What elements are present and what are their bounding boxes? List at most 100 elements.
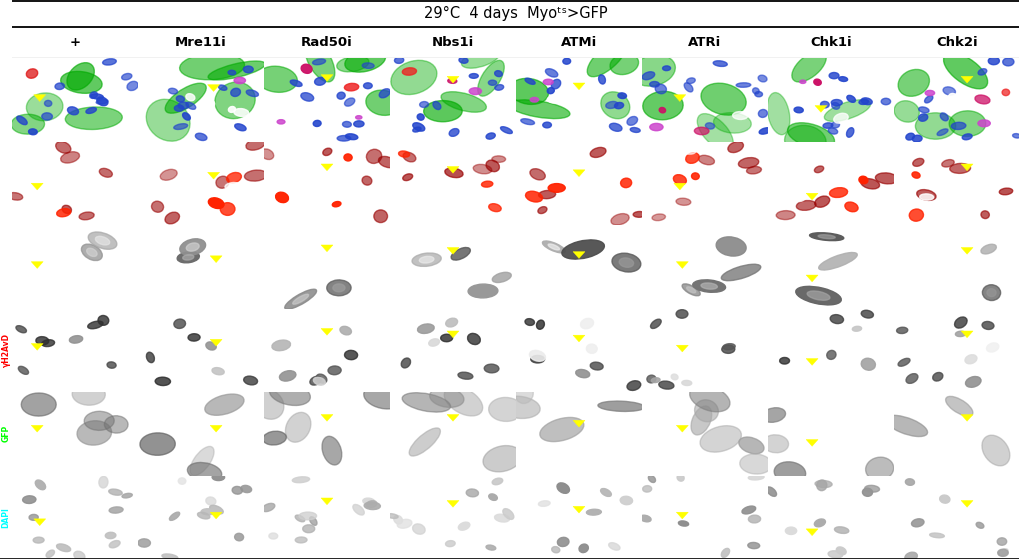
Ellipse shape [272,340,290,350]
Ellipse shape [261,149,273,159]
Ellipse shape [190,447,214,476]
Ellipse shape [417,114,424,120]
Ellipse shape [964,355,976,364]
Ellipse shape [447,79,457,83]
Ellipse shape [494,514,510,522]
Ellipse shape [938,495,949,503]
Polygon shape [321,498,332,505]
Ellipse shape [766,93,789,135]
Ellipse shape [954,317,966,328]
Ellipse shape [185,102,196,110]
Text: 29°C  4 days  Myoᵗˢ>GFP: 29°C 4 days Myoᵗˢ>GFP [424,6,607,21]
Ellipse shape [758,127,770,134]
Text: GFP: GFP [1,425,10,442]
Ellipse shape [33,537,44,543]
Ellipse shape [834,527,848,533]
Ellipse shape [165,83,206,113]
Ellipse shape [846,96,855,102]
Ellipse shape [896,327,907,334]
Ellipse shape [228,70,235,75]
Ellipse shape [401,68,416,75]
Polygon shape [960,248,972,254]
Ellipse shape [413,127,421,132]
Ellipse shape [785,527,796,534]
Ellipse shape [830,122,839,128]
Polygon shape [321,75,332,82]
Ellipse shape [823,100,870,121]
Ellipse shape [918,107,928,113]
Ellipse shape [96,100,108,104]
Polygon shape [573,170,585,177]
Ellipse shape [177,252,199,263]
Polygon shape [210,512,222,519]
Ellipse shape [633,211,645,217]
Ellipse shape [620,178,631,188]
Ellipse shape [336,56,369,72]
Ellipse shape [673,174,686,184]
Ellipse shape [715,237,746,256]
Polygon shape [814,106,826,112]
Ellipse shape [681,380,691,386]
Ellipse shape [830,100,842,106]
Ellipse shape [543,79,552,85]
Ellipse shape [720,264,760,281]
Ellipse shape [539,418,583,442]
Ellipse shape [73,551,85,559]
Ellipse shape [162,554,177,559]
Ellipse shape [56,544,70,552]
Ellipse shape [240,485,252,492]
Ellipse shape [997,538,1006,545]
Ellipse shape [55,83,64,89]
Ellipse shape [662,66,669,70]
Ellipse shape [813,79,820,86]
Ellipse shape [608,543,620,550]
Ellipse shape [827,551,842,558]
Ellipse shape [72,383,105,405]
Ellipse shape [107,362,116,368]
Ellipse shape [525,191,542,202]
Ellipse shape [445,541,454,547]
Ellipse shape [827,128,837,134]
Ellipse shape [344,350,358,359]
Ellipse shape [691,173,699,179]
Ellipse shape [230,88,240,97]
Ellipse shape [880,98,890,105]
Ellipse shape [852,326,861,331]
Ellipse shape [747,542,759,549]
Ellipse shape [254,390,283,419]
Ellipse shape [689,385,730,412]
Ellipse shape [981,285,1000,301]
Ellipse shape [344,83,359,91]
Ellipse shape [686,78,695,83]
Ellipse shape [536,320,544,329]
Ellipse shape [691,406,711,435]
Ellipse shape [97,97,108,106]
Ellipse shape [297,207,305,211]
Ellipse shape [694,127,708,135]
Ellipse shape [386,514,397,518]
Ellipse shape [700,83,746,115]
Ellipse shape [279,371,296,381]
Ellipse shape [413,123,424,131]
Polygon shape [573,335,585,342]
Ellipse shape [814,196,828,207]
Ellipse shape [814,481,832,487]
Ellipse shape [860,310,872,318]
Ellipse shape [741,506,755,514]
Ellipse shape [809,233,843,240]
Polygon shape [676,512,688,519]
Ellipse shape [332,202,340,207]
Ellipse shape [11,114,45,134]
Ellipse shape [948,93,957,101]
Ellipse shape [748,475,763,480]
Ellipse shape [339,326,352,335]
Ellipse shape [65,107,122,130]
Ellipse shape [945,396,972,416]
Polygon shape [573,252,585,258]
Polygon shape [573,420,585,427]
Polygon shape [446,500,459,507]
Ellipse shape [444,387,482,416]
Ellipse shape [546,88,553,94]
Ellipse shape [429,388,464,408]
Ellipse shape [649,124,662,131]
